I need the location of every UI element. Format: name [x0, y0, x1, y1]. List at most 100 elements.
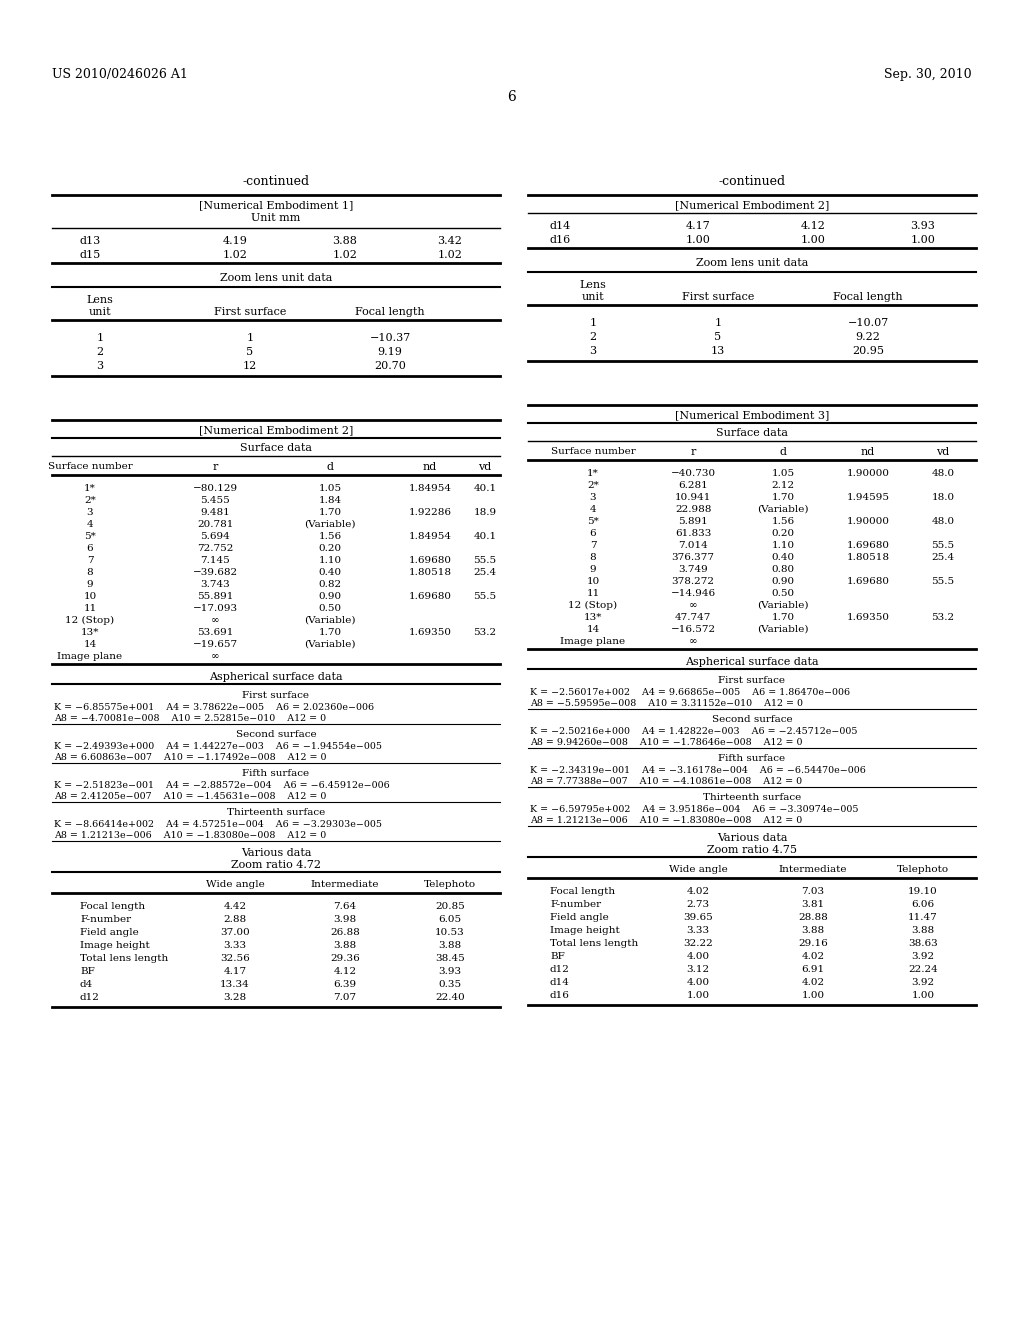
- Text: BF: BF: [550, 952, 565, 961]
- Text: 1: 1: [715, 318, 722, 327]
- Text: 53.2: 53.2: [473, 628, 497, 638]
- Text: 4.02: 4.02: [686, 887, 710, 896]
- Text: 3.92: 3.92: [911, 952, 935, 961]
- Text: 6: 6: [508, 90, 516, 104]
- Text: d14: d14: [550, 978, 570, 987]
- Text: −16.572: −16.572: [671, 624, 716, 634]
- Text: 1.00: 1.00: [685, 235, 711, 246]
- Text: 26.88: 26.88: [330, 928, 359, 937]
- Text: 40.1: 40.1: [473, 484, 497, 492]
- Text: 55.5: 55.5: [932, 577, 954, 586]
- Text: Lens: Lens: [87, 294, 114, 305]
- Text: 10.53: 10.53: [435, 928, 465, 937]
- Text: 5: 5: [247, 347, 254, 356]
- Text: F-number: F-number: [80, 915, 131, 924]
- Text: d13: d13: [80, 236, 101, 246]
- Text: 72.752: 72.752: [197, 544, 233, 553]
- Text: 5.455: 5.455: [200, 496, 229, 506]
- Text: 4.17: 4.17: [223, 968, 247, 975]
- Text: 5.891: 5.891: [678, 517, 708, 525]
- Text: 1: 1: [96, 333, 103, 343]
- Text: [Numerical Embodiment 2]: [Numerical Embodiment 2]: [199, 425, 353, 436]
- Text: First surface: First surface: [243, 690, 309, 700]
- Text: 3.33: 3.33: [686, 927, 710, 935]
- Text: A8 = 1.21213e−006    A10 = −1.83080e−008    A12 = 0: A8 = 1.21213e−006 A10 = −1.83080e−008 A1…: [54, 832, 327, 840]
- Text: 47.747: 47.747: [675, 612, 712, 622]
- Text: Lens: Lens: [580, 280, 606, 290]
- Text: Aspherical surface data: Aspherical surface data: [209, 672, 343, 682]
- Text: 13: 13: [711, 346, 725, 356]
- Text: Second surface: Second surface: [236, 730, 316, 739]
- Text: 2: 2: [96, 347, 103, 356]
- Text: 7.145: 7.145: [200, 556, 229, 565]
- Text: Second surface: Second surface: [712, 715, 793, 723]
- Text: Zoom ratio 4.72: Zoom ratio 4.72: [231, 861, 321, 870]
- Text: (Variable): (Variable): [304, 640, 355, 649]
- Text: A8 = −5.59595e−008    A10 = 3.31152e−010    A12 = 0: A8 = −5.59595e−008 A10 = 3.31152e−010 A1…: [530, 700, 803, 708]
- Text: 38.63: 38.63: [908, 939, 938, 948]
- Text: −40.730: −40.730: [671, 469, 716, 478]
- Text: Field angle: Field angle: [550, 913, 608, 921]
- Text: Image plane: Image plane: [57, 652, 123, 661]
- Text: Unit mm: Unit mm: [251, 213, 301, 223]
- Text: 53.691: 53.691: [197, 628, 233, 638]
- Text: 376.377: 376.377: [672, 553, 715, 562]
- Text: 55.5: 55.5: [473, 556, 497, 565]
- Text: 1.69680: 1.69680: [847, 541, 890, 550]
- Text: d14: d14: [550, 220, 571, 231]
- Text: 0.90: 0.90: [771, 577, 795, 586]
- Text: 4.12: 4.12: [334, 968, 356, 975]
- Text: 7.03: 7.03: [802, 887, 824, 896]
- Text: [Numerical Embodiment 1]: [Numerical Embodiment 1]: [199, 201, 353, 210]
- Text: Telephoto: Telephoto: [897, 865, 949, 874]
- Text: Field angle: Field angle: [80, 928, 138, 937]
- Text: 3.88: 3.88: [911, 927, 935, 935]
- Text: 0.50: 0.50: [318, 605, 342, 612]
- Text: 0.20: 0.20: [318, 544, 342, 553]
- Text: −80.129: −80.129: [193, 484, 238, 492]
- Text: 2.12: 2.12: [771, 480, 795, 490]
- Text: 7.07: 7.07: [334, 993, 356, 1002]
- Text: 12: 12: [243, 360, 257, 371]
- Text: 4.00: 4.00: [686, 952, 710, 961]
- Text: Image height: Image height: [80, 941, 150, 950]
- Text: 11: 11: [83, 605, 96, 612]
- Text: Various data: Various data: [717, 833, 787, 843]
- Text: 1.05: 1.05: [771, 469, 795, 478]
- Text: 37.00: 37.00: [220, 928, 250, 937]
- Text: r: r: [690, 447, 695, 457]
- Text: Fifth surface: Fifth surface: [243, 770, 309, 777]
- Text: Image height: Image height: [550, 927, 620, 935]
- Text: Intermediate: Intermediate: [778, 865, 847, 874]
- Text: 1.70: 1.70: [771, 492, 795, 502]
- Text: 1.69350: 1.69350: [409, 628, 452, 638]
- Text: -continued: -continued: [243, 176, 309, 187]
- Text: A8 = −4.70081e−008    A10 = 2.52815e−010    A12 = 0: A8 = −4.70081e−008 A10 = 2.52815e−010 A1…: [54, 714, 326, 723]
- Text: 3: 3: [96, 360, 103, 371]
- Text: Wide angle: Wide angle: [206, 880, 264, 888]
- Text: d4: d4: [80, 979, 93, 989]
- Text: vd: vd: [478, 462, 492, 473]
- Text: d15: d15: [80, 249, 101, 260]
- Text: Total lens length: Total lens length: [550, 939, 638, 948]
- Text: 3.93: 3.93: [910, 220, 936, 231]
- Text: 29.36: 29.36: [330, 954, 359, 964]
- Text: BF: BF: [80, 968, 95, 975]
- Text: US 2010/0246026 A1: US 2010/0246026 A1: [52, 69, 187, 81]
- Text: 22.24: 22.24: [908, 965, 938, 974]
- Text: 1.00: 1.00: [910, 235, 936, 246]
- Text: 3.33: 3.33: [223, 941, 247, 950]
- Text: 14: 14: [83, 640, 96, 649]
- Text: 1.80518: 1.80518: [409, 568, 452, 577]
- Text: 39.65: 39.65: [683, 913, 713, 921]
- Text: 32.22: 32.22: [683, 939, 713, 948]
- Text: 5*: 5*: [84, 532, 96, 541]
- Text: ∞: ∞: [689, 638, 697, 645]
- Text: 7: 7: [87, 556, 93, 565]
- Text: unit: unit: [582, 292, 604, 302]
- Text: K = −2.34319e−001    A4 = −3.16178e−004    A6 = −6.54470e−006: K = −2.34319e−001 A4 = −3.16178e−004 A6 …: [530, 766, 866, 775]
- Text: K = −2.49393e+000    A4 = 1.44227e−003    A6 = −1.94554e−005: K = −2.49393e+000 A4 = 1.44227e−003 A6 =…: [54, 742, 382, 751]
- Text: (Variable): (Variable): [758, 506, 809, 513]
- Text: 1.00: 1.00: [802, 991, 824, 1001]
- Text: 3.749: 3.749: [678, 565, 708, 574]
